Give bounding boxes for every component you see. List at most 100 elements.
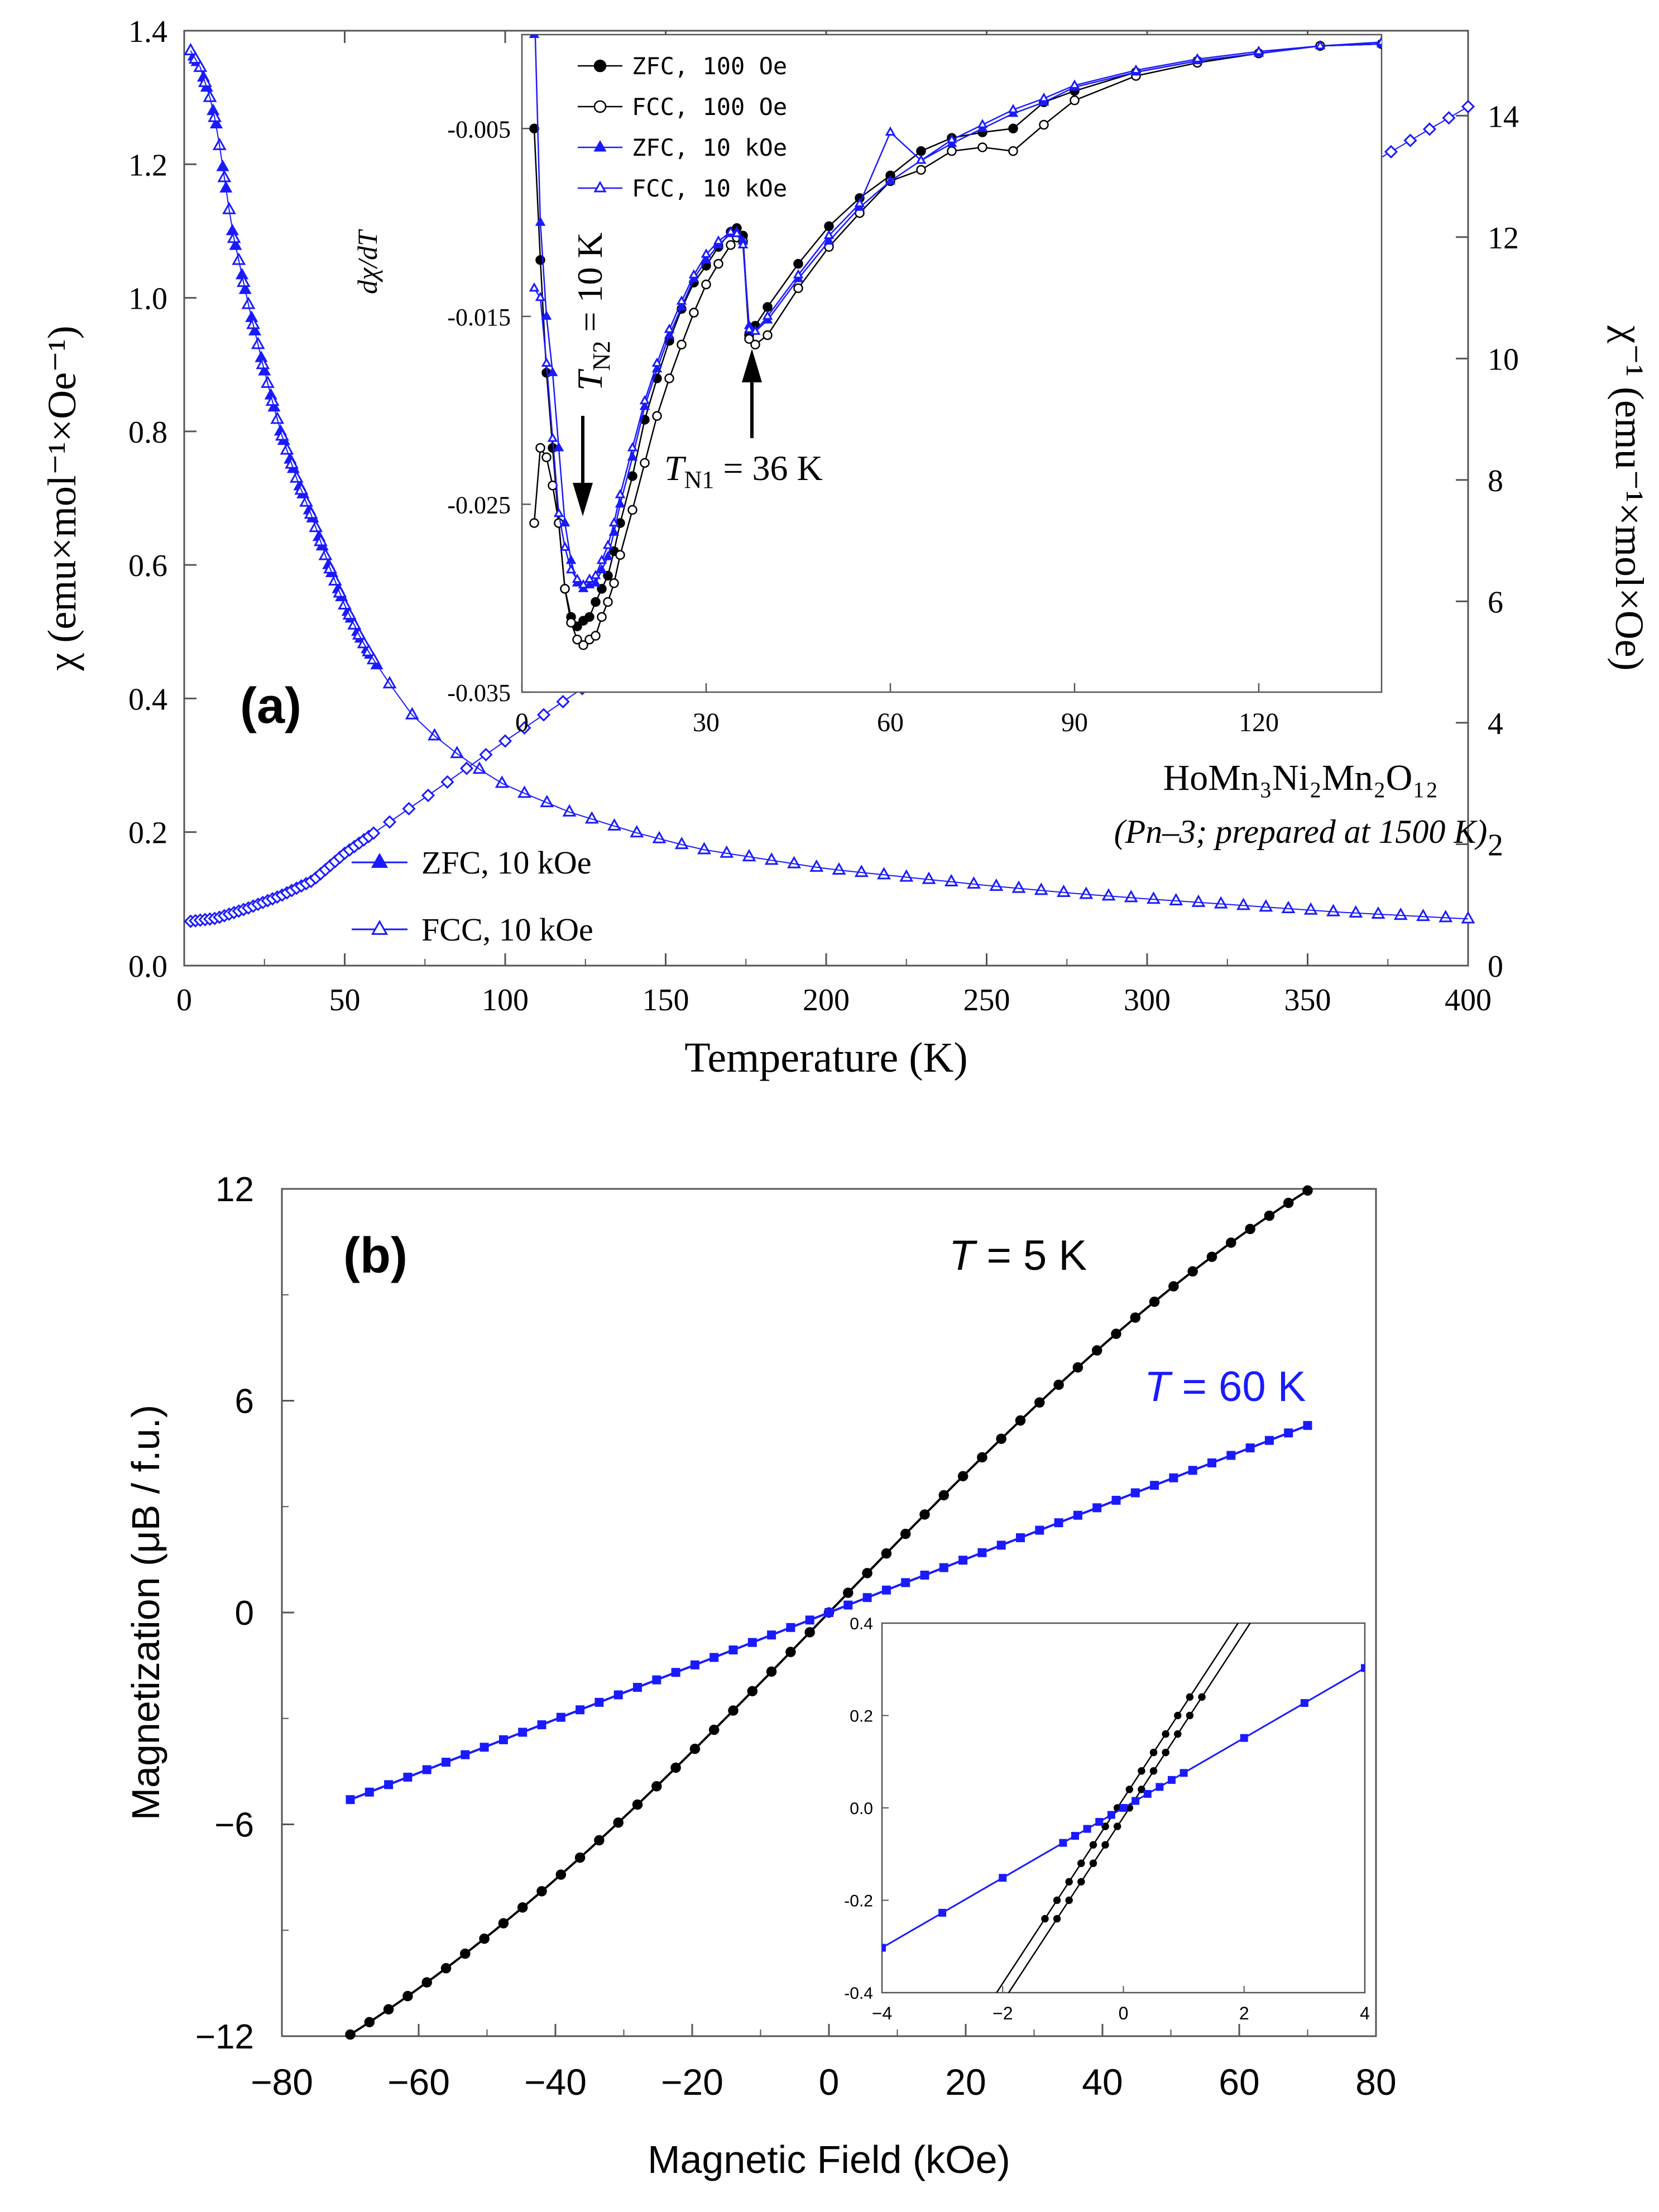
point-5k (1130, 1312, 1141, 1323)
b-x-tick-label: 20 (945, 2061, 986, 2103)
point-5k (364, 2017, 375, 2028)
fcc-point (697, 842, 711, 855)
point-5k (1187, 1266, 1198, 1277)
inset-point (529, 518, 539, 528)
inset-b-point-60k (882, 1944, 886, 1952)
fcc-point (362, 644, 376, 656)
inset-point (547, 433, 558, 442)
point-60k (556, 1712, 565, 1722)
point-60k (1284, 1428, 1293, 1438)
series-60k (346, 1421, 1312, 1805)
inset-point (602, 551, 613, 560)
inset-point (591, 631, 601, 641)
inset-point (547, 367, 558, 376)
point-5k (862, 1568, 872, 1578)
fcc-point (1147, 891, 1161, 904)
inset-point (565, 564, 577, 574)
inset-point (615, 550, 625, 560)
inset-series (529, 35, 1382, 650)
fcc-point (1393, 907, 1408, 920)
inset-b-point-5k (1174, 1711, 1182, 1720)
inset-point (1376, 36, 1382, 46)
point-60k (652, 1675, 661, 1685)
point-60k (920, 1570, 929, 1580)
point-60k (843, 1600, 853, 1610)
point-5k (1149, 1296, 1160, 1307)
point-60k (1150, 1481, 1159, 1490)
b-x-tick-label: −20 (661, 2061, 723, 2103)
y-right-tick-label: 12 (1488, 221, 1519, 256)
point-5k (594, 1835, 605, 1846)
inset-b-y-tick-label: 0.4 (850, 1615, 873, 1633)
inset-b-point-5k (1186, 1711, 1194, 1720)
inset-point (591, 597, 601, 607)
inset-b-point-60k (938, 1908, 947, 1917)
inset-point (793, 258, 803, 269)
inset-point (915, 154, 927, 164)
inset-point (651, 357, 663, 367)
point-5k (1015, 1415, 1026, 1426)
inverse-point (440, 775, 454, 789)
legend-label: ZFC, 10 kOe (421, 845, 592, 881)
b-y-tick-label: −12 (195, 2018, 254, 2056)
inset-point (916, 165, 926, 175)
x-tick-label: 50 (329, 983, 361, 1018)
inset-point (627, 471, 637, 481)
inset-y-tick-label: -0.035 (447, 679, 511, 707)
point-5k (1053, 1379, 1064, 1390)
x-tick-label: 350 (1284, 983, 1331, 1018)
inset-y-tick-label: -0.015 (447, 304, 511, 331)
y-left-tick-label: 0.0 (128, 949, 167, 984)
inset-point (578, 640, 588, 650)
b-x-axis-label: Magnetic Field (kOe) (648, 2138, 1010, 2181)
fcc-point (1259, 899, 1273, 912)
inverse-point (556, 694, 570, 709)
inset-y-tick-label: -0.005 (447, 116, 511, 143)
inset-b-x-tick-label: 2 (1239, 2003, 1249, 2023)
inset-b-point-5k (1089, 1859, 1097, 1868)
point-5k (785, 1647, 796, 1657)
inset-b-point-5k (1089, 1841, 1097, 1849)
inverse-point (367, 826, 381, 840)
inverse-point (479, 747, 493, 762)
point-60k (901, 1578, 910, 1587)
inset-legend-marker (593, 180, 607, 193)
fcc-point (1326, 904, 1340, 917)
point-5k (479, 1933, 490, 1944)
inset-b-point-5k (1101, 1822, 1109, 1830)
b-x-tick-label: 0 (819, 2061, 840, 2103)
point-5k (689, 1743, 701, 1754)
x-tick-label: 150 (642, 983, 689, 1018)
inset-point (731, 228, 742, 237)
inset-point (535, 217, 546, 226)
point-60k (1188, 1466, 1197, 1475)
inset-b-point-5k (1162, 1748, 1169, 1757)
point-60k (384, 1780, 394, 1789)
point-60k (881, 1585, 891, 1595)
inset-x-tick-label: 120 (1239, 708, 1279, 737)
point-60k (1035, 1525, 1044, 1535)
inset-b-x-tick-label: 0 (1119, 2003, 1129, 2023)
inset-point (541, 452, 552, 463)
inset-point (744, 323, 755, 333)
panel-label-a: (a) (240, 678, 301, 734)
inset-legend-marker (593, 100, 607, 113)
inset-point (1039, 119, 1049, 130)
inset-x-tick-label: 0 (515, 708, 529, 737)
inset-point (947, 146, 957, 156)
point-60k (633, 1683, 642, 1692)
y-left-tick-label: 1.2 (128, 148, 167, 183)
series-zfc (184, 43, 383, 670)
x-tick-label: 100 (482, 983, 529, 1018)
point-5k (670, 1762, 681, 1773)
b-x-tick-label: 80 (1355, 2061, 1396, 2103)
inset-point (664, 373, 674, 383)
point-5k (1072, 1362, 1083, 1373)
fcc-point (188, 51, 203, 64)
fcc-point (899, 869, 914, 882)
fcc-point (193, 59, 208, 72)
point-60k (996, 1541, 1006, 1550)
fcc-point (1236, 898, 1250, 910)
fcc-point (1191, 894, 1206, 907)
fcc-point (1281, 900, 1296, 914)
